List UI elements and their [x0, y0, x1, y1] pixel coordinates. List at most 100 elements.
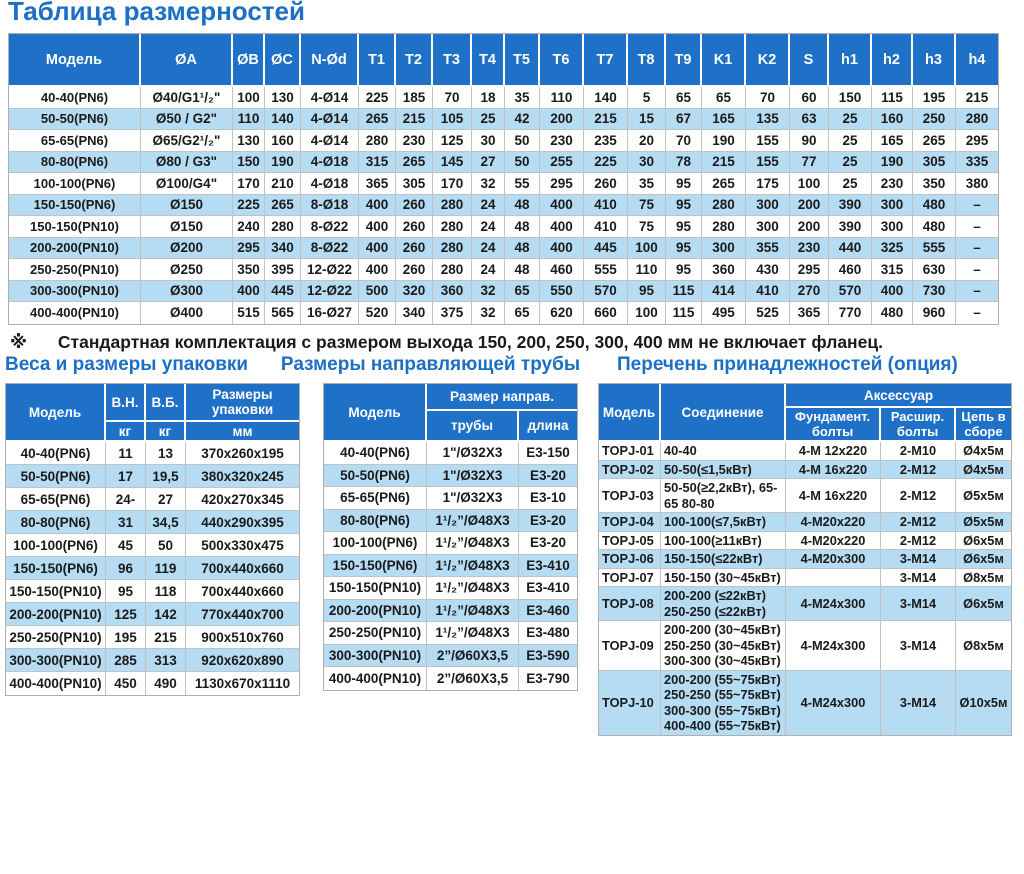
table-cell: 365 — [790, 302, 829, 324]
table-cell: 570 — [829, 280, 872, 302]
table-cell: 480 — [872, 302, 913, 324]
table-row: TOPJ-03 50-50(≥2,2кВт), 65-65 80-80 4-M 16… — [599, 479, 1011, 513]
table-cell: 11 — [106, 442, 146, 465]
table-cell: 165 — [702, 108, 746, 130]
column-header: T5 — [505, 34, 540, 87]
table-cell: 80-80(PN6) — [324, 509, 427, 532]
table-cell: 110 — [233, 108, 265, 130]
table-cell: Ø300 — [141, 280, 233, 302]
table-cell: E3-410 — [519, 577, 577, 600]
table-cell: 125 — [433, 130, 472, 152]
table-cell: 4-M20x220 — [786, 513, 881, 532]
table-cell: 255 — [540, 151, 584, 173]
table-cell: 225 — [584, 151, 628, 173]
table-cell: 70 — [746, 87, 790, 109]
table-cell: TOPJ-03 — [599, 479, 661, 513]
column-header: T1 — [359, 34, 396, 87]
table-cell: 17 — [106, 465, 146, 488]
table-cell: Ø6x5м — [956, 587, 1011, 621]
table-cell: 48 — [505, 237, 540, 259]
table-cell: Ø8x5м — [956, 569, 1011, 587]
table-cell: E3-20 — [519, 532, 577, 555]
table-cell: 300 — [872, 194, 913, 216]
table-cell: 20 — [628, 130, 666, 152]
column-header-model: Модель — [6, 384, 106, 442]
column-header-net-weight: В.Н. — [106, 384, 146, 422]
table-cell: 260 — [396, 216, 433, 238]
table-row: TOPJ-02 50-50(≤1,5кВт) 4-M 16x220 2-M12 Ø4x5… — [599, 460, 1011, 479]
table-cell: TOPJ-05 — [599, 531, 661, 550]
table-cell: 340 — [396, 302, 433, 324]
table-cell: 65-65(PN6) — [6, 488, 106, 511]
table-cell: 280 — [702, 194, 746, 216]
table-cell: 8-Ø22 — [301, 216, 359, 238]
table-cell: 215 — [146, 626, 186, 649]
table-cell: 440 — [829, 237, 872, 259]
table-cell: 150-150(PN10) — [6, 580, 106, 603]
page-title: Таблица размерностей — [8, 0, 305, 26]
table-cell: Ø6x5м — [956, 532, 1011, 550]
table-cell: 140 — [265, 108, 301, 130]
table-cell: 115 — [666, 280, 702, 302]
table-row: 150-150(PN10) Ø150 240 280 8-Ø22 400 260 280 24 4… — [9, 216, 998, 238]
table-cell: TOPJ-10 — [599, 670, 661, 735]
pipe-section-title-wrap: Размеры направляющей трубы — [280, 354, 581, 378]
accessories-subheader-row: Фундамент. болты Расшир. болты Цепь в сб… — [599, 408, 1011, 442]
table-cell: 555 — [584, 259, 628, 281]
table-cell: 1¹/₂”/Ø48X3 — [427, 622, 519, 645]
table-cell: 3-M14 — [881, 568, 956, 587]
table-cell: 225 — [233, 194, 265, 216]
table-row: 400-400(PN10) 450 490 1130x670x1110 — [6, 672, 299, 695]
table-cell: 18 — [472, 87, 505, 109]
table-cell: 4-Ø18 — [301, 151, 359, 173]
table-cell: 4-M24x300 — [786, 621, 881, 671]
table-cell: Ø150 — [141, 216, 233, 238]
table-cell: 400 — [359, 216, 396, 238]
table-cell: 280 — [433, 216, 472, 238]
table-cell: 265 — [913, 130, 956, 152]
table-cell: – — [956, 280, 998, 302]
table-cell: 215 — [396, 108, 433, 130]
column-header: T2 — [396, 34, 433, 87]
table-cell: 42 — [505, 108, 540, 130]
table-cell: 250-250(PN10) — [6, 626, 106, 649]
table-row: 100-100(PN6) Ø100/G4" 170 210 4-Ø18 365 305 170… — [9, 173, 998, 195]
table-cell: 1"/Ø32X3 — [427, 442, 519, 465]
table-cell: 380 — [956, 173, 998, 195]
table-cell: 260 — [396, 259, 433, 281]
table-cell: 3-M14 — [881, 587, 956, 621]
table-cell: Ø100/G4" — [141, 173, 233, 195]
table-cell: 200-200(PN10) — [9, 237, 141, 259]
table-cell: 1"/Ø32X3 — [427, 487, 519, 510]
table-cell: 48 — [505, 194, 540, 216]
table-cell: 430 — [746, 259, 790, 281]
table-cell: 160 — [872, 108, 913, 130]
table-cell: 200 — [790, 216, 829, 238]
table-row: 65-65(PN6) 24- 27 420x270x345 — [6, 488, 299, 511]
column-header-chain: Цепь в сборе — [956, 408, 1011, 442]
table-cell: 335 — [956, 151, 998, 173]
table-cell: 375 — [433, 302, 472, 324]
table-cell: 230 — [396, 130, 433, 152]
table-row: TOPJ-10 200-200 (55~75кВт) 250-250 (55~75… — [599, 670, 1011, 735]
table-cell: 40-40 — [661, 442, 786, 461]
table-row: 250-250(PN10) 1¹/₂”/Ø48X3 E3-480 — [324, 622, 577, 645]
table-cell: Ø200 — [141, 237, 233, 259]
table-cell: 45 — [106, 534, 146, 557]
table-cell: 230 — [790, 237, 829, 259]
column-header: T9 — [666, 34, 702, 87]
table-row: 250-250(PN10) Ø250 350 395 12-Ø22 400 260 280 24… — [9, 259, 998, 281]
table-cell: 190 — [702, 130, 746, 152]
table-cell: 450 — [106, 672, 146, 695]
column-header-model: Модель — [324, 384, 427, 442]
table-row: 100-100(PN6) 1¹/₂”/Ø48X3 E3-20 — [324, 532, 577, 555]
pipe-section-title: Размеры направляющей трубы — [280, 354, 581, 375]
table-cell: TOPJ-01 — [599, 442, 661, 461]
table-cell: 400-400(PN10) — [9, 302, 141, 324]
table-cell: 155 — [746, 151, 790, 173]
table-cell: 1¹/₂”/Ø48X3 — [427, 509, 519, 532]
table-cell: 75 — [628, 194, 666, 216]
table-cell: 3-M14 — [881, 550, 956, 569]
table-cell: 370x260x195 — [186, 442, 299, 465]
table-row: TOPJ-08 200-200 (≤22кВт) 250-250 (≤22кВт)… — [599, 587, 1011, 621]
